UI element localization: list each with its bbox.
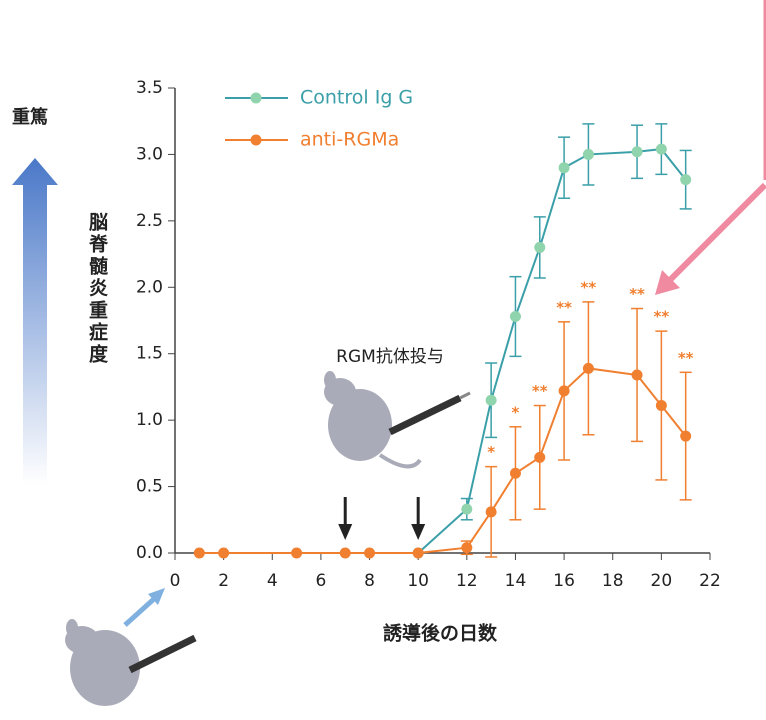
y-tick-label: 1.5	[136, 344, 163, 364]
data-point	[461, 542, 472, 553]
y-tick-label: 2.0	[136, 277, 163, 297]
dosing-arrow	[411, 497, 425, 540]
data-point	[486, 506, 497, 517]
data-point	[340, 548, 351, 559]
data-point	[510, 468, 521, 479]
y-axis-label: 脳脊髄炎重症度	[84, 212, 111, 366]
x-tick-label: 8	[364, 571, 375, 591]
x-tick-label: 6	[315, 571, 326, 591]
y-tick-label: 0.5	[136, 477, 163, 497]
legend-marker	[251, 93, 262, 104]
data-point	[583, 149, 594, 160]
y-tick-label: 1.0	[136, 410, 163, 430]
data-point	[413, 548, 424, 559]
data-point	[218, 548, 229, 559]
severity-label: 重篤	[12, 106, 48, 128]
x-tick-label: 0	[170, 571, 181, 591]
significance-label: **	[556, 298, 572, 316]
data-point	[291, 548, 302, 559]
significance-label: *	[487, 443, 495, 461]
x-tick-label: 12	[456, 571, 478, 591]
legend-label: Control Ig G	[300, 87, 413, 109]
data-point	[461, 504, 472, 515]
significance-label: **	[581, 278, 597, 296]
mouse-illustration	[65, 619, 140, 706]
pointer-arrow	[665, 185, 765, 285]
dosing-label: RGM抗体投与	[336, 347, 444, 367]
x-tick-label: 16	[553, 571, 575, 591]
syringe	[390, 393, 470, 432]
x-tick-label: 4	[267, 571, 278, 591]
data-point	[559, 162, 570, 173]
x-tick-label: 22	[699, 571, 721, 591]
significance-label: **	[629, 285, 645, 303]
data-point	[680, 431, 691, 442]
dosing-arrow	[338, 497, 352, 540]
x-tick-label: 2	[218, 571, 229, 591]
data-point	[583, 363, 594, 374]
induction-arrow	[125, 598, 155, 625]
x-axis-label: 誘導後の日数	[383, 622, 498, 645]
x-tick-label: 20	[651, 571, 673, 591]
legend-label: anti-RGMa	[300, 129, 399, 151]
mouse-illustration	[324, 371, 420, 466]
y-tick-label: 3.0	[136, 144, 163, 164]
x-tick-label: 18	[602, 571, 624, 591]
severity-arrow	[12, 158, 58, 485]
significance-label: **	[654, 308, 670, 326]
data-point	[486, 395, 497, 406]
x-tick-label: 10	[407, 571, 429, 591]
data-point	[559, 385, 570, 396]
data-point	[194, 548, 205, 559]
series-line	[418, 149, 686, 553]
series-line	[199, 368, 685, 553]
syringe	[130, 638, 195, 670]
dosing-arrow-head	[338, 524, 352, 540]
page: 重篤 誘導後の日数 RGM抗体投与 0.0 0.5 1.0 1.5 2.0 2.5 3.0 3…	[0, 0, 766, 720]
dosing-arrow-head	[411, 524, 425, 540]
data-point	[656, 400, 667, 411]
data-point	[534, 242, 545, 253]
data-point	[632, 146, 643, 157]
data-point	[656, 144, 667, 155]
data-point	[534, 452, 545, 463]
legend-marker	[251, 135, 262, 146]
y-tick-label: 0.0	[136, 543, 163, 563]
y-tick-label: 3.5	[136, 78, 163, 98]
significance-label: *	[512, 403, 520, 421]
significance-label: **	[532, 382, 548, 400]
y-tick-label: 2.5	[136, 211, 163, 231]
data-point	[364, 548, 375, 559]
chart: 重篤 誘導後の日数 RGM抗体投与 0.0 0.5 1.0 1.5 2.0 2.5 3.0 3…	[0, 0, 766, 720]
data-point	[680, 174, 691, 185]
significance-label: **	[678, 349, 694, 367]
x-tick-label: 14	[505, 571, 527, 591]
data-point	[510, 311, 521, 322]
data-point	[632, 369, 643, 380]
